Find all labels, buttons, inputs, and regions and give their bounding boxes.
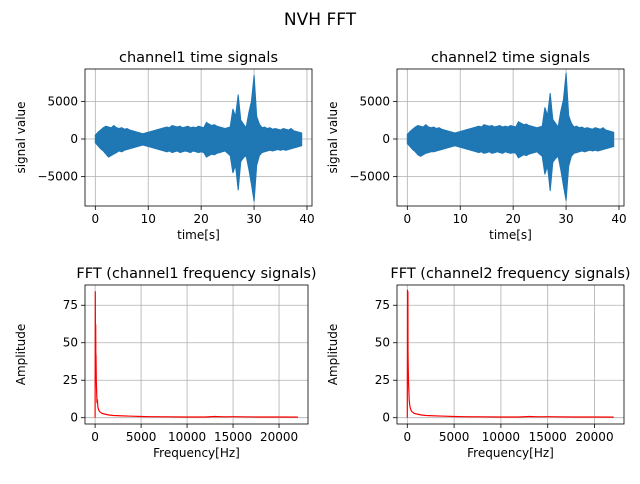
subplot-2: 0 10 20 30 40 −5000 0 5000 channel2 time signals… bbox=[326, 50, 627, 242]
x-tick-label: 10 bbox=[141, 212, 156, 226]
x-tick-label: 30 bbox=[558, 212, 573, 226]
axes-frame bbox=[84, 68, 313, 207]
y-axis-label: Amplitude bbox=[326, 324, 340, 386]
fft-line bbox=[94, 291, 298, 418]
x-tick-label: 40 bbox=[299, 212, 314, 226]
signal-trace bbox=[406, 73, 615, 199]
subplot-1: 0 10 20 30 40 −5000 0 5000 channel1 time signals… bbox=[14, 50, 315, 242]
series-data bbox=[406, 72, 615, 201]
y-axis-label: signal value bbox=[14, 101, 28, 173]
y-tick-label: 50 bbox=[63, 336, 78, 350]
y-tick-label: 25 bbox=[63, 373, 78, 387]
axes-frame bbox=[396, 68, 625, 207]
y-tick-label: 0 bbox=[382, 132, 390, 146]
y-tick-label: 0 bbox=[382, 411, 390, 425]
series-data bbox=[406, 289, 614, 418]
subplot-title: FFT (channel1 frequency signals) bbox=[76, 266, 316, 282]
figure-title: NVH FFT bbox=[284, 10, 357, 30]
x-tick-label: 10 bbox=[453, 212, 468, 226]
subplot-3: 0 5000 10000 15000 20000 0 25 50 75 FFT (channel1… bbox=[14, 266, 317, 460]
x-tick-label: 20 bbox=[194, 212, 209, 226]
x-axis-label: Frequency[Hz] bbox=[153, 446, 240, 460]
y-tick-label: 5000 bbox=[359, 94, 390, 108]
axes-frame bbox=[396, 284, 625, 425]
y-tick-label: 5000 bbox=[47, 94, 78, 108]
x-tick-label: 0 bbox=[91, 212, 99, 226]
x-tick-label: 30 bbox=[246, 212, 261, 226]
y-tick-label: −5000 bbox=[349, 170, 390, 184]
x-tick-label: 0 bbox=[403, 430, 411, 444]
subplot-title: FFT (channel2 frequency signals) bbox=[390, 266, 630, 282]
x-tick-label: 10000 bbox=[168, 430, 206, 444]
x-tick-label: 15000 bbox=[214, 430, 252, 444]
y-tick-label: 75 bbox=[63, 298, 78, 312]
x-tick-label: 5000 bbox=[439, 430, 470, 444]
y-tick-label: 25 bbox=[375, 373, 390, 387]
x-axis-label: time[s] bbox=[489, 228, 532, 242]
y-axis-label: Amplitude bbox=[14, 324, 28, 386]
x-axis-label: time[s] bbox=[177, 228, 220, 242]
x-tick-label: 20 bbox=[506, 212, 521, 226]
series-data bbox=[94, 74, 303, 202]
series-data bbox=[94, 291, 298, 418]
x-tick-label: 0 bbox=[403, 212, 411, 226]
subplot-4: 0 5000 10000 15000 20000 0 25 50 75 FFT (channel2… bbox=[326, 266, 631, 460]
fft-line bbox=[406, 289, 614, 418]
signal-trace bbox=[94, 75, 303, 200]
y-tick-label: 0 bbox=[70, 132, 78, 146]
y-tick-label: 50 bbox=[375, 336, 390, 350]
subplot-title: channel2 time signals bbox=[431, 50, 590, 66]
subplot-title: channel1 time signals bbox=[119, 50, 278, 66]
x-tick-label: 0 bbox=[91, 430, 99, 444]
x-tick-label: 10000 bbox=[482, 430, 520, 444]
y-tick-label: 0 bbox=[70, 411, 78, 425]
axes-frame bbox=[84, 284, 309, 425]
x-axis-label: Frequency[Hz] bbox=[467, 446, 554, 460]
y-tick-label: 75 bbox=[375, 298, 390, 312]
x-tick-label: 20000 bbox=[575, 430, 613, 444]
y-tick-label: −5000 bbox=[37, 170, 78, 184]
x-tick-label: 40 bbox=[611, 212, 626, 226]
x-tick-label: 5000 bbox=[126, 430, 157, 444]
y-axis-label: signal value bbox=[326, 101, 340, 173]
x-tick-label: 20000 bbox=[260, 430, 298, 444]
x-tick-label: 15000 bbox=[529, 430, 567, 444]
